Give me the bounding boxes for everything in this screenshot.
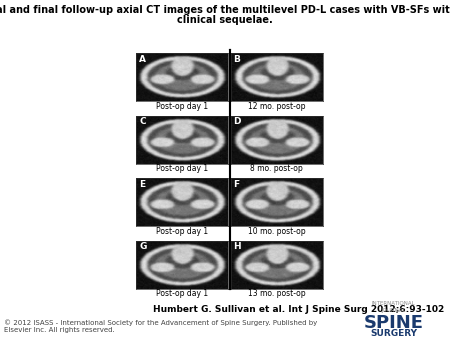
Text: D: D <box>234 117 241 126</box>
Text: 13 mo. post-op: 13 mo. post-op <box>248 289 306 298</box>
Text: G: G <box>139 242 147 251</box>
Text: F: F <box>234 179 240 189</box>
Text: H: H <box>234 242 241 251</box>
Text: 12 mo. post-op: 12 mo. post-op <box>248 102 306 111</box>
Text: A: A <box>139 54 146 64</box>
Text: Post-op day 1: Post-op day 1 <box>156 164 208 173</box>
Text: © 2012 ISASS - International Society for the Advancement of Spine Surgery. Publi: © 2012 ISASS - International Society for… <box>4 319 318 326</box>
Text: Post-op day 1: Post-op day 1 <box>156 289 208 298</box>
Text: 10 mo. post-op: 10 mo. post-op <box>248 227 306 236</box>
Text: INTERNATIONAL
JOURNAL: INTERNATIONAL JOURNAL <box>372 301 415 313</box>
Text: Humbert G. Sullivan et al. Int J Spine Surg 2012;6:93-102: Humbert G. Sullivan et al. Int J Spine S… <box>153 305 444 314</box>
Text: Elsevier Inc. All rights reserved.: Elsevier Inc. All rights reserved. <box>4 327 115 333</box>
Text: B: B <box>234 54 240 64</box>
Text: E: E <box>139 179 145 189</box>
Text: clinical sequelae.: clinical sequelae. <box>177 15 273 25</box>
Text: Post-op day 1: Post-op day 1 <box>156 227 208 236</box>
Text: Post-op day 1: Post-op day 1 <box>156 102 208 111</box>
Text: C: C <box>139 117 146 126</box>
Text: SURGERY: SURGERY <box>370 329 417 338</box>
Text: 8 mo. post-op: 8 mo. post-op <box>250 164 303 173</box>
Text: Initial and final follow-up axial CT images of the multilevel PD-L cases with VB: Initial and final follow-up axial CT ima… <box>0 5 450 15</box>
Text: SPINE: SPINE <box>364 314 424 332</box>
